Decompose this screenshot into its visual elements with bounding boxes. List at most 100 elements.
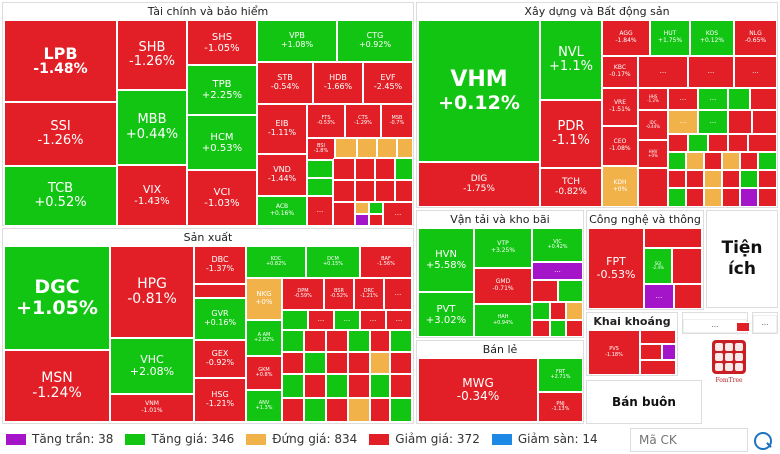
tile-small[interactable] — [370, 374, 390, 398]
tile-more[interactable]: ... — [753, 315, 777, 333]
tile-VIX[interactable]: VIX -1.43% — [117, 165, 187, 226]
tile-BSR[interactable]: BSR -0.52% — [324, 278, 354, 310]
tile-small[interactable] — [668, 134, 688, 152]
tile-more[interactable]: ... — [383, 202, 413, 226]
legend-item-floor[interactable]: Giảm sàn: 14 — [491, 432, 598, 446]
tile-IDC[interactable]: IDC -0.44% — [638, 110, 668, 140]
tile-small[interactable] — [326, 330, 348, 352]
tile-small[interactable] — [532, 280, 558, 302]
tile-small[interactable] — [752, 110, 777, 134]
tile-more[interactable]: ... — [688, 56, 734, 88]
tile-STB[interactable]: STB -0.54% — [257, 62, 313, 104]
tile-more[interactable]: ... — [644, 284, 674, 309]
tile-small[interactable] — [644, 228, 702, 248]
tile-KDC[interactable]: KDC +0.82% — [246, 246, 306, 278]
tile-EVF[interactable]: EVF -2.45% — [363, 62, 413, 104]
tile-small[interactable] — [740, 170, 758, 188]
tile-small[interactable] — [377, 138, 397, 158]
tile-PVT[interactable]: PVT +3.02% — [418, 292, 474, 337]
tile-MSN[interactable]: MSN -1.24% — [4, 350, 110, 422]
tile-LPB[interactable]: LPB -1.48% — [4, 20, 117, 102]
tile-DGC[interactable]: DGC +1.05% — [4, 246, 110, 350]
tile-small[interactable] — [748, 134, 777, 152]
tile-FTS[interactable]: FTS -0.53% — [307, 104, 345, 138]
tile-HDB[interactable]: HDB -1.66% — [313, 62, 363, 104]
tile-small[interactable] — [550, 320, 566, 337]
tile-CEO[interactable]: CEO -1.08% — [602, 126, 638, 166]
tile-BSI[interactable]: BSI -1.8% — [307, 138, 335, 160]
tile-small[interactable] — [722, 188, 740, 207]
tile-small[interactable] — [333, 180, 355, 202]
tile-AAM[interactable]: A AM +2.82% — [246, 320, 282, 356]
tile-DIG[interactable]: DIG -1.75% — [418, 162, 540, 207]
tile-small[interactable] — [672, 248, 702, 284]
tile-more[interactable]: ... — [308, 310, 334, 330]
tile-small[interactable] — [558, 280, 583, 302]
tile-small[interactable] — [304, 352, 326, 374]
tile-small[interactable] — [638, 168, 668, 207]
tile-small[interactable] — [355, 202, 369, 214]
tile-small[interactable] — [728, 110, 752, 134]
tile-small[interactable] — [640, 330, 676, 344]
tile-small[interactable] — [662, 344, 676, 360]
tile-small[interactable] — [668, 188, 686, 207]
sector-wholesale[interactable]: Bán buôn — [586, 380, 702, 424]
tile-small[interactable] — [390, 352, 412, 374]
tile-EIB[interactable]: EIB -1.11% — [257, 104, 307, 154]
tile-small[interactable] — [728, 88, 750, 110]
tile-small[interactable] — [532, 320, 550, 337]
tile-PNJ[interactable]: PNJ -1.13% — [538, 392, 583, 422]
tile-PVS[interactable]: PVS -1.18% — [588, 330, 640, 375]
tile-GVR[interactable]: GVR +0.16% — [194, 298, 246, 340]
legend-item-flat[interactable]: Đứng giá: 834 — [246, 432, 357, 446]
tile-more[interactable]: ... — [360, 310, 386, 330]
tile-NLG[interactable]: NLG -0.65% — [734, 20, 777, 56]
tile-TPB[interactable]: TPB +2.25% — [187, 65, 257, 115]
tile-HCM[interactable]: HCM +0.53% — [187, 115, 257, 170]
tile-small[interactable] — [758, 170, 777, 188]
tile-small[interactable] — [668, 170, 686, 188]
tile-small[interactable] — [326, 374, 348, 398]
tile-VNM[interactable]: VNM -1.01% — [110, 394, 194, 422]
tile-more[interactable]: ... — [668, 88, 698, 110]
legend-item-down[interactable]: Giảm giá: 372 — [369, 432, 480, 446]
tile-small[interactable] — [686, 170, 704, 188]
tile-small[interactable] — [722, 170, 740, 188]
tile-more[interactable]: ... — [334, 310, 360, 330]
tile-NVL[interactable]: NVL +1.1% — [540, 20, 602, 100]
tile-VPB[interactable]: VPB +1.08% — [257, 20, 337, 62]
tile-small[interactable] — [282, 310, 308, 330]
tile-small[interactable] — [390, 374, 412, 398]
tile-small[interactable] — [375, 158, 395, 180]
tile-small[interactable] — [750, 88, 777, 110]
tile-SSI[interactable]: SSI -1.26% — [4, 102, 117, 166]
tile-more[interactable]: ... — [698, 110, 728, 134]
tile-small[interactable] — [333, 202, 355, 226]
tile-small[interactable] — [304, 330, 326, 352]
tile-VCI[interactable]: VCI -1.03% — [187, 170, 257, 226]
tile-small[interactable] — [686, 188, 704, 207]
tile-AGG[interactable]: AGG -1.84% — [602, 20, 650, 56]
tile-HAH[interactable]: HAH +0.94% — [474, 304, 532, 337]
tile-NKG[interactable]: NKG +0% — [246, 278, 282, 320]
tile-VJC[interactable]: VJC +0.42% — [532, 228, 583, 262]
tile-FRT[interactable]: FRT +2.71% — [538, 358, 583, 392]
tile-small[interactable] — [550, 302, 566, 320]
legend-item-up[interactable]: Tăng giá: 346 — [125, 432, 234, 446]
tile-TCB[interactable]: TCB +0.52% — [4, 166, 117, 226]
tile-GEX[interactable]: GEX -0.92% — [194, 340, 246, 378]
tile-small[interactable] — [369, 214, 383, 226]
tile-small[interactable] — [688, 134, 708, 152]
tile-KOS[interactable]: KOS +0.12% — [690, 20, 734, 56]
tile-small[interactable] — [704, 188, 722, 207]
tile-small[interactable] — [348, 374, 370, 398]
tile-small[interactable] — [640, 344, 662, 360]
tile-small[interactable] — [348, 398, 370, 422]
tile-small[interactable] — [758, 152, 777, 170]
tile-small[interactable] — [355, 180, 375, 202]
tile-TCH[interactable]: TCH -0.82% — [540, 168, 602, 207]
tile-small[interactable] — [722, 152, 740, 170]
tile-HHV[interactable]: HHV +0% — [638, 140, 668, 168]
tile-small[interactable] — [333, 158, 355, 180]
tile-small[interactable] — [395, 180, 413, 202]
